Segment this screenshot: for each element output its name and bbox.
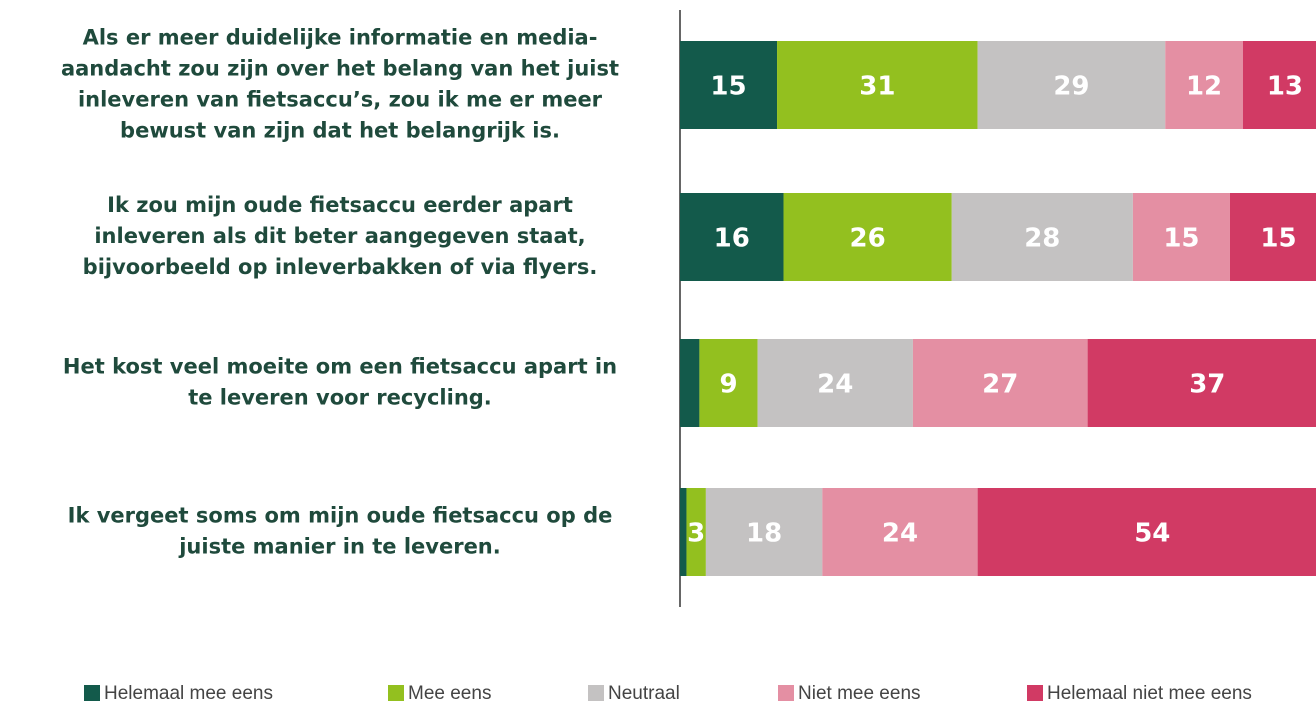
category-label: te leveren voor recycling. bbox=[188, 386, 492, 410]
legend-swatch bbox=[84, 685, 100, 701]
bar-segment bbox=[1165, 41, 1243, 129]
value-label: 15 bbox=[1163, 224, 1199, 254]
value-label: 12 bbox=[1186, 72, 1222, 102]
legend-swatch bbox=[588, 685, 604, 701]
bar-segment bbox=[686, 488, 706, 576]
bar-segment bbox=[705, 488, 823, 576]
legend-swatch bbox=[778, 685, 794, 701]
bar-segment bbox=[680, 339, 700, 427]
legend-label: Niet mee eens bbox=[798, 683, 921, 704]
category-label: aandacht zou zijn over het belang van he… bbox=[61, 57, 619, 81]
value-label: 15 bbox=[710, 72, 746, 102]
value-label: 15 bbox=[1260, 224, 1296, 254]
bar-segment bbox=[699, 339, 758, 427]
category-label: inleveren als dit beter aangegeven staat… bbox=[94, 224, 585, 248]
category-label: inleveren van fietsaccu’s, zou ik me er … bbox=[78, 88, 603, 112]
bar-segment bbox=[757, 339, 913, 427]
legend-label: Helemaal mee eens bbox=[104, 683, 273, 704]
value-label: 37 bbox=[1189, 370, 1225, 400]
category-label: bewust van zijn dat het belangrijk is. bbox=[120, 119, 560, 143]
bar-segment bbox=[1229, 193, 1316, 281]
value-label: 16 bbox=[714, 224, 750, 254]
legend-swatch bbox=[1027, 685, 1043, 701]
bar-segment bbox=[951, 193, 1133, 281]
value-label: 18 bbox=[746, 519, 782, 549]
bar-segment bbox=[1087, 339, 1316, 427]
category-label: Als er meer duidelijke informatie en med… bbox=[83, 26, 598, 50]
category-label: Het kost veel moeite om een fietsaccu ap… bbox=[63, 355, 617, 379]
bar-segment bbox=[680, 193, 784, 281]
bar-segment bbox=[777, 41, 978, 129]
bar-segment bbox=[1242, 41, 1316, 129]
value-label: 28 bbox=[1024, 224, 1060, 254]
bar-segment bbox=[822, 488, 978, 576]
value-label: 29 bbox=[1053, 72, 1089, 102]
bar-segment bbox=[783, 193, 952, 281]
value-label: 13 bbox=[1267, 72, 1303, 102]
value-label: 9 bbox=[719, 370, 737, 400]
value-label: 26 bbox=[850, 224, 886, 254]
bar-segment bbox=[977, 488, 1316, 576]
legend-label: Mee eens bbox=[408, 683, 491, 704]
legend-label: Neutraal bbox=[608, 683, 680, 704]
value-label: 3 bbox=[687, 519, 705, 549]
value-label: 27 bbox=[982, 370, 1018, 400]
category-label: juiste manier in te leveren. bbox=[178, 535, 501, 559]
value-label: 24 bbox=[817, 370, 853, 400]
bar-segment bbox=[1132, 193, 1230, 281]
bar-segment bbox=[680, 41, 778, 129]
bar-segment bbox=[912, 339, 1088, 427]
legend-swatch bbox=[388, 685, 404, 701]
bar-segment bbox=[680, 488, 687, 576]
legend-label: Helemaal niet mee eens bbox=[1047, 683, 1252, 704]
bar-segment bbox=[977, 41, 1166, 129]
category-label: bijvoorbeeld op inleverbakken of via fly… bbox=[83, 255, 598, 279]
value-label: 31 bbox=[859, 72, 895, 102]
category-label: Ik zou mijn oude fietsaccu eerder apart bbox=[107, 193, 573, 217]
value-label: 24 bbox=[882, 519, 918, 549]
value-label: 54 bbox=[1134, 519, 1170, 549]
category-label: Ik vergeet soms om mijn oude fietsaccu o… bbox=[68, 504, 613, 528]
